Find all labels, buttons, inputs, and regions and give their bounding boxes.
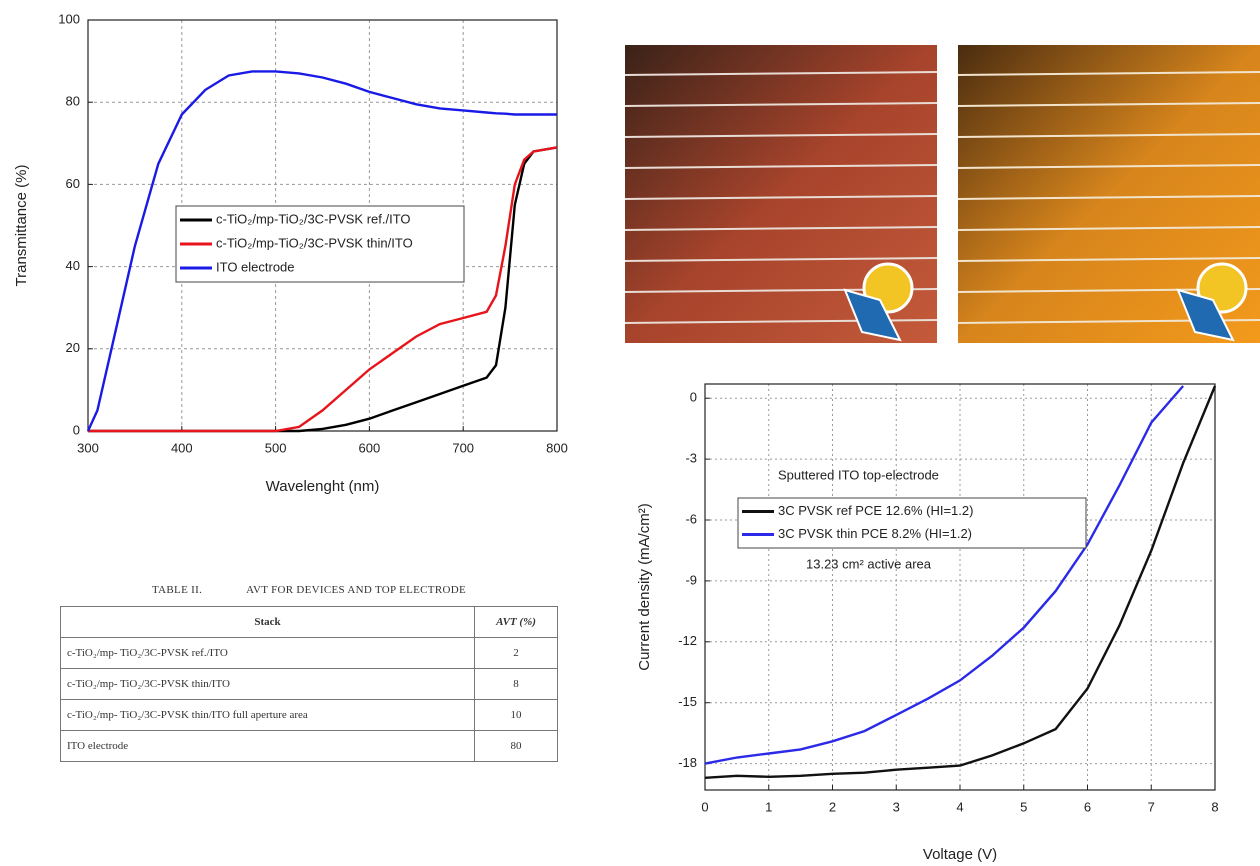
y-axis-label: Current density (mA/cm²): [636, 503, 653, 671]
annotation: 13.23 cm² active area: [806, 556, 932, 571]
table-title: AVT FOR DEVICES AND TOP ELECTRODE: [246, 584, 466, 596]
y-tick-label: 80: [66, 94, 80, 109]
y-tick-label: -15: [678, 694, 697, 709]
table-caption: TABLE II. AVT FOR DEVICES AND TOP ELECTRO…: [60, 584, 558, 596]
x-tick-label: 5: [1020, 799, 1027, 814]
cell: 10: [475, 700, 558, 731]
header-cell: AVT (%): [475, 607, 558, 638]
cell: 2: [475, 638, 558, 669]
y-tick-label: -12: [678, 633, 697, 648]
x-tick-label: 8: [1211, 799, 1218, 814]
x-tick-label: 4: [956, 799, 963, 814]
y-tick-label: 0: [73, 422, 80, 437]
legend-label: 3C PVSK ref PCE 12.6% (HI=1.2): [778, 503, 973, 518]
x-tick-label: 6: [1084, 799, 1091, 814]
cell: ITO electrode: [61, 731, 475, 762]
y-axis-label: Transmittance (%): [13, 165, 30, 287]
photo-device-ref: [625, 45, 937, 343]
page: 020406080100300400500600700800c-TiO₂/mp-…: [0, 0, 1260, 866]
y-tick-label: -6: [685, 511, 697, 526]
y-tick-label: 100: [58, 11, 80, 26]
y-tick-label: 60: [66, 176, 80, 191]
y-tick-label: 20: [66, 340, 80, 355]
x-tick-label: 0: [701, 799, 708, 814]
cell: 8: [475, 669, 558, 700]
header-cell: Stack: [61, 607, 475, 638]
cell: c-TiO₂/mp- TiO₂/3C-PVSK thin/ITO full ap…: [61, 700, 475, 731]
annotation: Sputtered ITO top-electrode: [778, 467, 939, 482]
x-tick-label: 800: [546, 440, 568, 455]
y-tick-label: -18: [678, 755, 697, 770]
table-number: TABLE II.: [152, 584, 202, 596]
y-tick-label: 0: [690, 390, 697, 405]
avt-table: TABLE II. AVT FOR DEVICES AND TOP ELECTRO…: [60, 584, 558, 762]
legend-label: c-TiO₂/mp-TiO₂/3C-PVSK ref./ITO: [216, 211, 411, 226]
cell: c-TiO₂/mp- TiO₂/3C-PVSK thin/ITO: [61, 669, 475, 700]
x-tick-label: 7: [1148, 799, 1155, 814]
series-line: [88, 147, 557, 431]
x-tick-label: 3: [893, 799, 900, 814]
legend-label: ITO electrode: [216, 259, 295, 274]
legend-label: 3C PVSK thin PCE 8.2% (HI=1.2): [778, 526, 972, 541]
x-tick-label: 1: [765, 799, 772, 814]
x-tick-label: 300: [77, 440, 99, 455]
series-line: [705, 386, 1183, 764]
cell: 80: [475, 731, 558, 762]
x-tick-label: 400: [171, 440, 193, 455]
series-line: [88, 147, 557, 431]
x-tick-label: 500: [265, 440, 287, 455]
x-tick-label: 700: [452, 440, 474, 455]
cell: c-TiO₂/mp- TiO₂/3C-PVSK ref./ITO: [61, 638, 475, 669]
y-tick-label: -9: [685, 572, 697, 587]
legend-label: c-TiO₂/mp-TiO₂/3C-PVSK thin/ITO: [216, 235, 413, 250]
photo-device-thin: [958, 45, 1260, 343]
y-tick-label: 40: [66, 258, 80, 273]
x-axis-label: Voltage (V): [923, 846, 997, 863]
x-axis-label: Wavelenght (nm): [266, 478, 380, 495]
x-tick-label: 2: [829, 799, 836, 814]
y-tick-label: -3: [685, 451, 697, 466]
x-tick-label: 600: [359, 440, 381, 455]
